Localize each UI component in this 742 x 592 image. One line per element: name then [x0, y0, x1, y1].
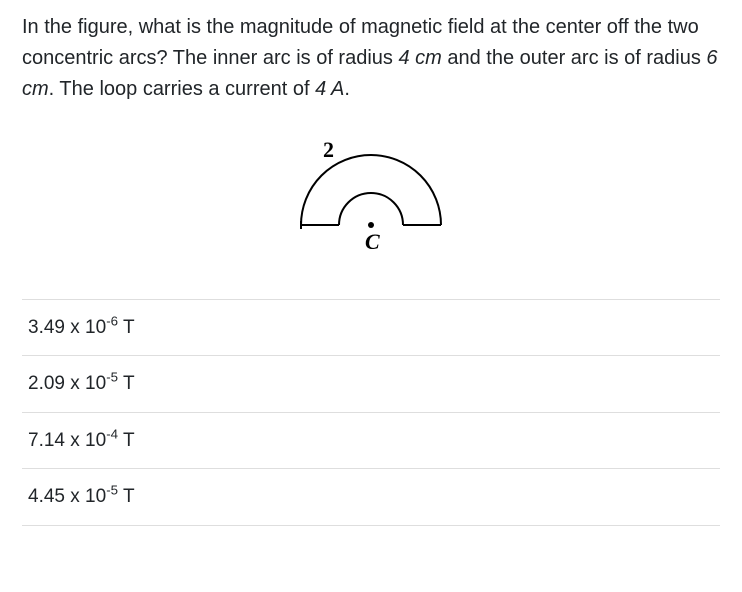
q-part-6: . — [344, 78, 350, 100]
opt-c-coef: 7.14 — [28, 430, 65, 451]
inner-arc — [339, 193, 403, 225]
center-dot — [368, 222, 374, 228]
option-a[interactable]: 3.49 x 10-6 T — [22, 299, 720, 356]
opt-c-exp: -4 — [106, 427, 118, 442]
q-part-2: and the outer arc is of radius — [442, 47, 707, 69]
opt-d-exp: -5 — [106, 483, 118, 498]
opt-b-unit: T — [123, 373, 135, 394]
opt-d-coef: 4.45 — [28, 486, 65, 507]
opt-a-exp: -6 — [106, 314, 118, 329]
option-b[interactable]: 2.09 x 10-5 T — [22, 356, 720, 412]
figure-container: 2 C — [22, 133, 720, 253]
opt-a-unit: T — [123, 317, 135, 338]
opt-c-unit: T — [123, 430, 135, 451]
q-part-4: . The loop carries a current of — [49, 78, 315, 100]
label-c: C — [365, 229, 380, 253]
option-d[interactable]: 4.45 x 10-5 T — [22, 469, 720, 525]
opt-b-coef: 2.09 — [28, 373, 65, 394]
option-c[interactable]: 7.14 x 10-4 T — [22, 413, 720, 469]
opt-a-coef: 3.49 — [28, 317, 65, 338]
answer-options: 3.49 x 10-6 T 2.09 x 10-5 T 7.14 x 10-4 … — [22, 299, 720, 526]
opt-d-unit: T — [123, 486, 135, 507]
q-part-1: 4 cm — [398, 47, 441, 69]
q-part-5: 4 A — [315, 78, 344, 100]
arcs-figure: 2 C — [271, 133, 471, 253]
question-text: In the figure, what is the magnitude of … — [22, 12, 720, 105]
opt-b-exp: -5 — [106, 370, 118, 385]
outer-arc — [301, 155, 441, 225]
label-2: 2 — [323, 137, 334, 162]
